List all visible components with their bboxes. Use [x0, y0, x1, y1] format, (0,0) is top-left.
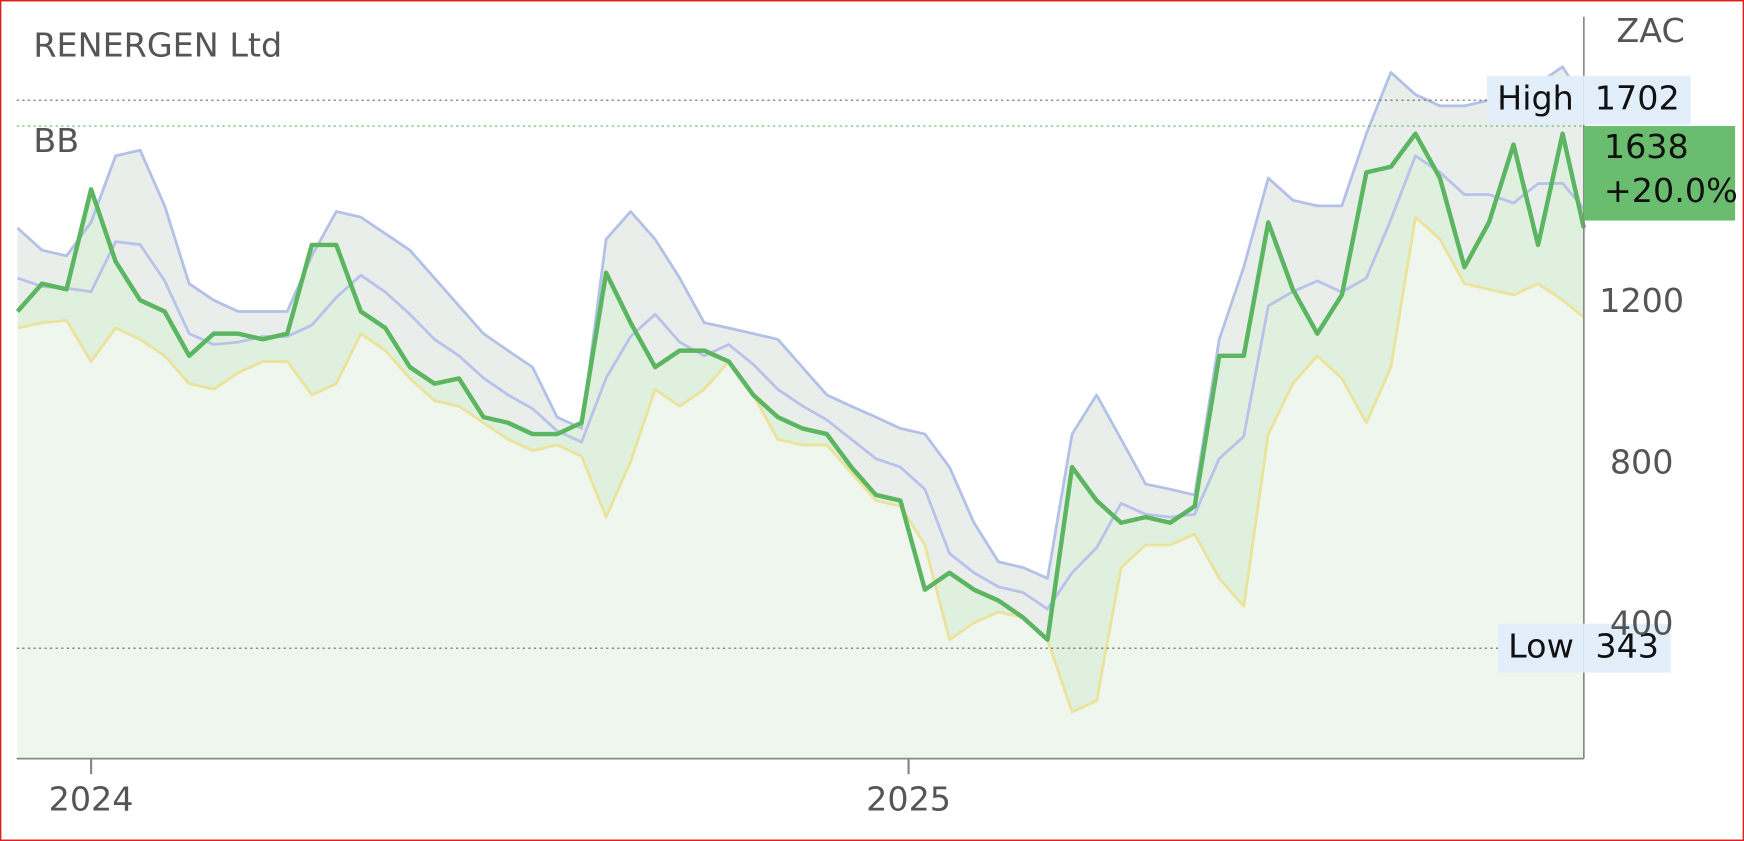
high-label: High [1497, 79, 1574, 118]
x-tick-label: 2025 [866, 779, 951, 818]
last-change: +20.0% [1604, 171, 1738, 210]
low-value-box [1583, 623, 1671, 673]
lower-line [17, 215, 1585, 714]
low-value: 343 [1595, 627, 1659, 666]
y-tick-label: 1200 [1599, 281, 1684, 320]
annotations: High 1702 Low 343 1638 +20.0% [16, 75, 1738, 673]
y-tick-label: 400 [1610, 604, 1674, 643]
low-label: Low [1508, 627, 1574, 666]
high-value: 1702 [1595, 79, 1680, 118]
lines [15, 65, 1587, 714]
currency-label: ZAC [1616, 11, 1684, 50]
price-line [15, 131, 1587, 642]
low-label-box [1498, 623, 1584, 673]
fills [17, 66, 1584, 759]
chart-title: RENERGEN Ltd [33, 25, 282, 64]
indicator-label: BB [33, 121, 79, 160]
x-tick-label: 2024 [49, 779, 134, 818]
area-fill [17, 217, 1584, 759]
high-label-box [1487, 75, 1584, 125]
upper-line [16, 65, 1586, 580]
y-tick-label: 800 [1610, 442, 1674, 481]
high-value-box [1583, 75, 1691, 125]
last-box [1583, 126, 1736, 221]
last-value: 1638 [1604, 127, 1689, 166]
